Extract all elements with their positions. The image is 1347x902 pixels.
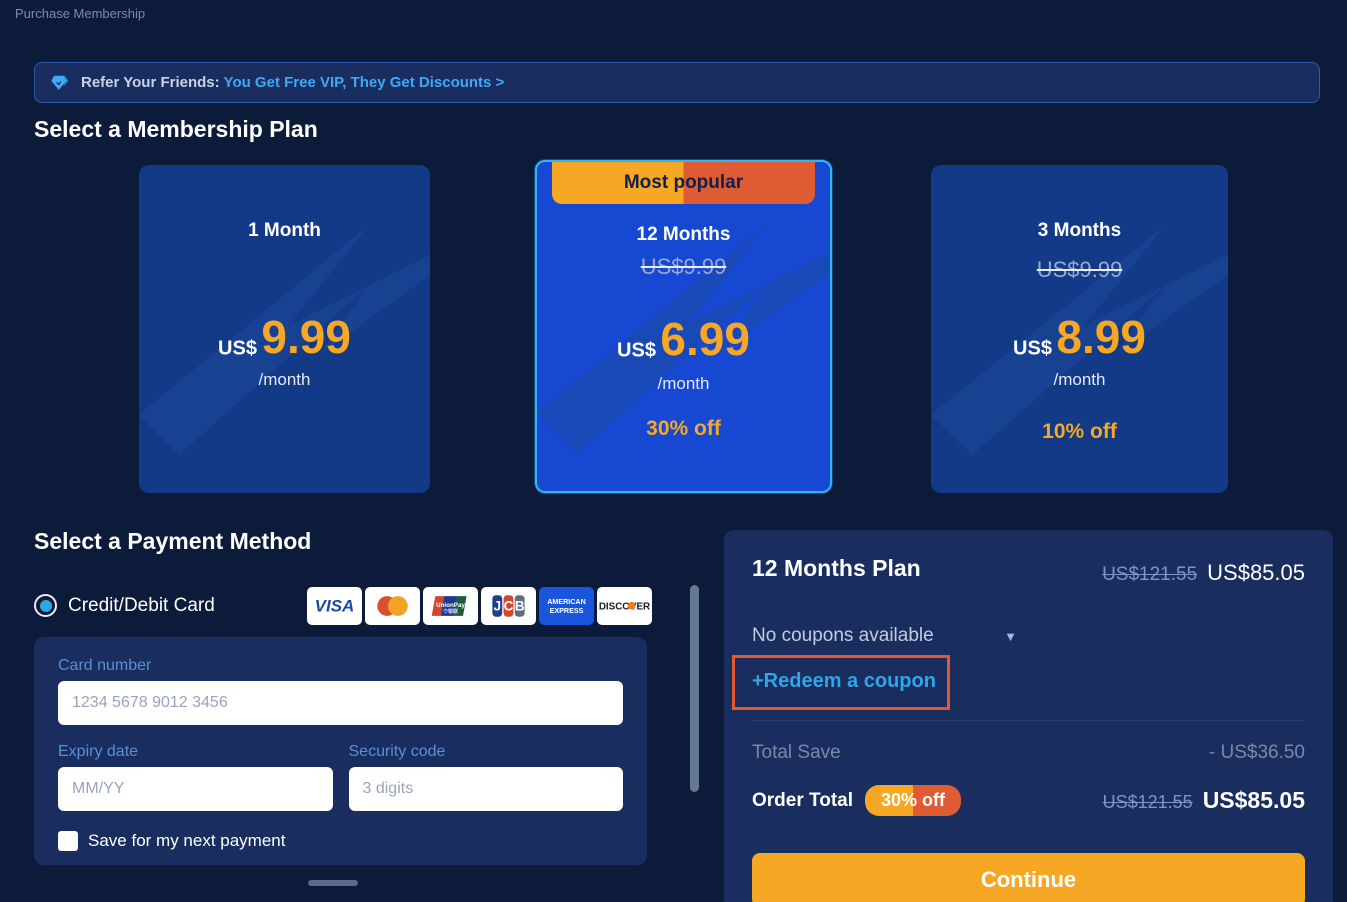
svg-text:VISA: VISA (315, 596, 355, 615)
svg-text:J: J (494, 598, 501, 613)
svg-text:EXPRESS: EXPRESS (550, 607, 584, 615)
svg-text:C: C (504, 598, 514, 613)
svg-text:B: B (515, 598, 525, 613)
svg-text:UnionPay: UnionPay (436, 601, 465, 608)
svg-text:DISCOVER: DISCOVER (599, 601, 650, 612)
svg-text:AMERICAN: AMERICAN (547, 598, 585, 606)
